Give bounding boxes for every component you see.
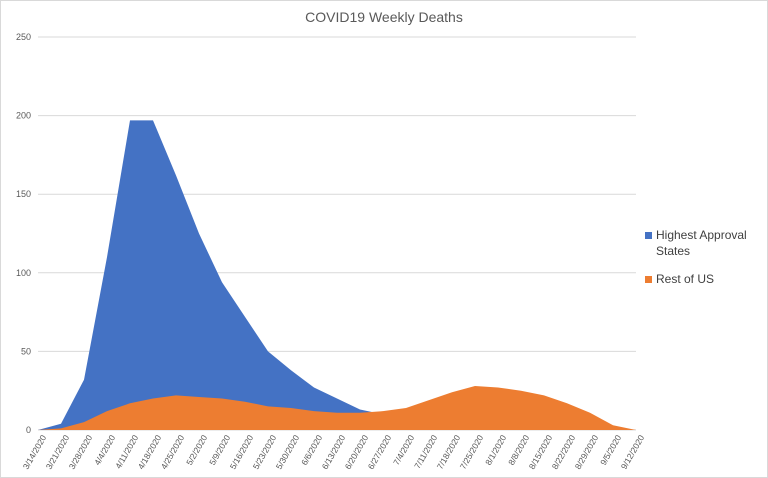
legend-swatch-0 (645, 232, 652, 239)
legend-label-0: Highest Approval States (656, 228, 747, 258)
series-area-1 (38, 385, 636, 430)
x-tick-label: 7/4/2020 (391, 433, 416, 467)
x-tick-label: 5/2/2020 (184, 433, 209, 467)
y-tick-label: 100 (16, 268, 31, 278)
x-tick-label: 8/8/2020 (506, 433, 531, 467)
legend-swatch-1 (645, 276, 652, 283)
x-tick-label: 6/6/2020 (299, 433, 324, 467)
y-tick-label: 50 (21, 346, 31, 356)
y-tick-label: 150 (16, 189, 31, 199)
x-tick-label: 9/5/2020 (598, 433, 623, 467)
x-tick-label: 8/1/2020 (483, 433, 508, 467)
y-axis-ticks: 0 50 100 150 200 250 (16, 32, 31, 435)
x-axis-ticks: 3/14/20203/21/20203/28/20204/4/20204/11/… (21, 433, 647, 471)
x-tick-label: 5/9/2020 (207, 433, 232, 467)
series-areas (38, 120, 636, 430)
x-tick-label: 4/4/2020 (92, 433, 117, 467)
y-tick-label: 250 (16, 32, 31, 42)
y-tick-label: 0 (26, 425, 31, 435)
y-tick-label: 200 (16, 111, 31, 121)
chart-title: COVID19 Weekly Deaths (305, 9, 463, 25)
legend-label-1: Rest of US (656, 272, 714, 286)
series-area-0 (38, 120, 636, 430)
legend: Highest Approval States Rest of US (645, 228, 747, 286)
